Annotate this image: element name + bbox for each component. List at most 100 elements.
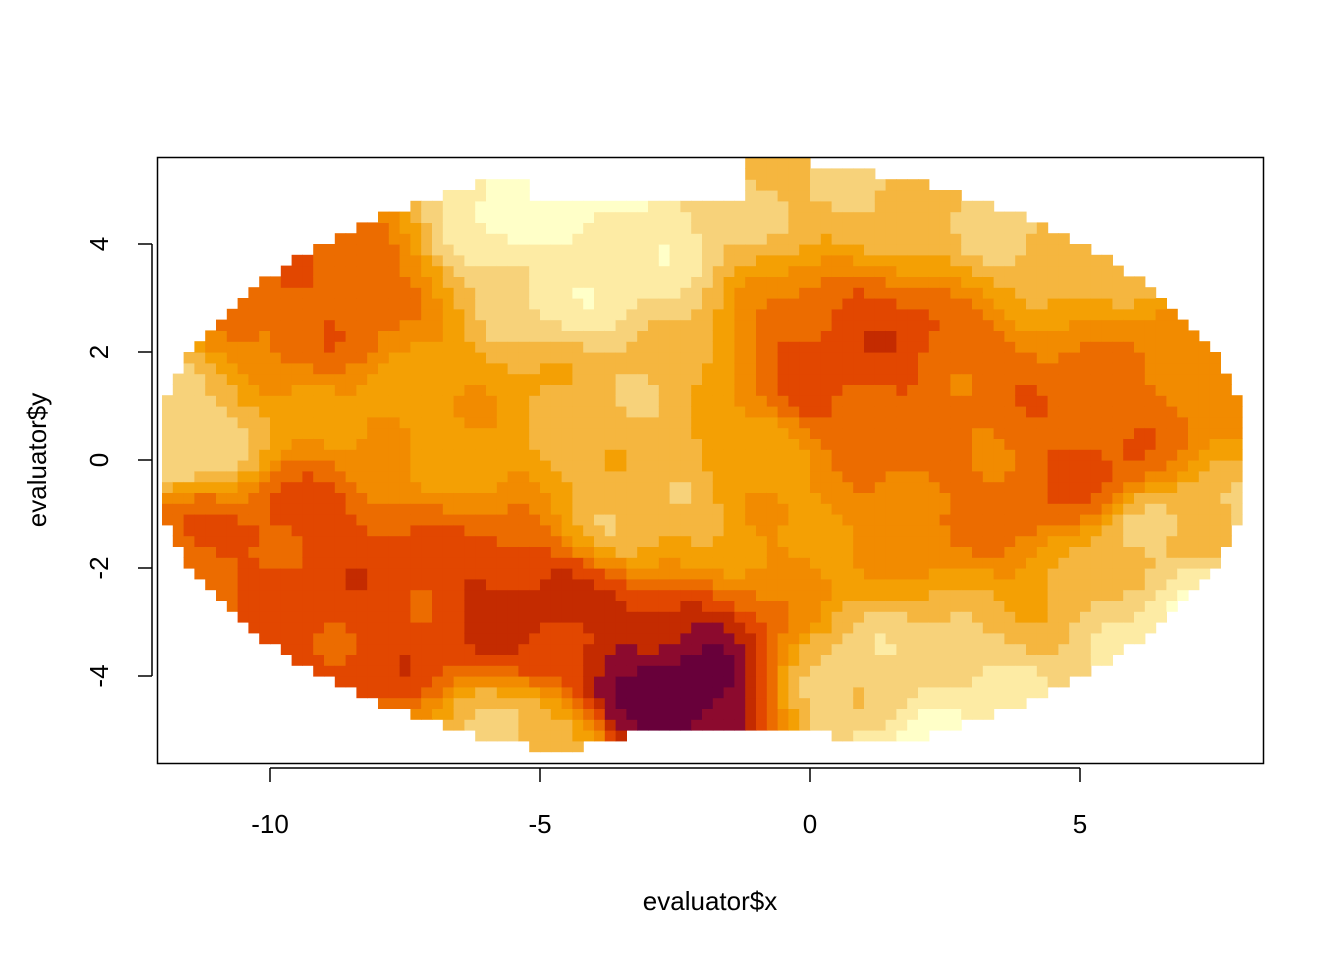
heatmap-cell — [1036, 319, 1049, 331]
heatmap-cell — [874, 460, 887, 472]
heatmap-cell — [669, 233, 681, 245]
heatmap-cell — [1069, 535, 1081, 547]
heatmap-cell — [961, 395, 973, 407]
heatmap-cell — [1004, 211, 1016, 223]
heatmap-cell — [399, 298, 411, 310]
heatmap-cell — [183, 492, 195, 504]
heatmap-cell — [788, 708, 800, 720]
heatmap-cell — [788, 352, 800, 364]
heatmap-cell — [1144, 298, 1157, 310]
heatmap-cell — [432, 546, 444, 558]
heatmap-cell — [324, 438, 336, 450]
heatmap-cell — [766, 449, 779, 461]
heatmap-cell — [496, 503, 509, 515]
heatmap-cell — [432, 600, 444, 612]
heatmap-cell — [766, 708, 779, 720]
heatmap-cell — [356, 503, 368, 515]
heatmap-cell — [680, 211, 692, 223]
heatmap-cell — [896, 373, 908, 385]
heatmap-cell — [734, 514, 746, 526]
heatmap-cell — [1177, 535, 1189, 547]
heatmap-cell — [831, 179, 843, 191]
heatmap-cell — [810, 589, 822, 601]
heatmap-cell — [475, 708, 487, 720]
heatmap-cell — [583, 686, 595, 699]
heatmap-cell — [507, 665, 519, 677]
heatmap-cell — [572, 481, 584, 493]
heatmap-cell — [745, 341, 757, 353]
heatmap-cell — [442, 460, 455, 472]
heatmap-cell — [324, 600, 336, 612]
heatmap-cell — [993, 384, 1005, 396]
heatmap-cell — [356, 330, 368, 342]
heatmap-cell — [486, 438, 498, 450]
heatmap-cell — [270, 546, 282, 558]
heatmap-cell — [907, 503, 919, 515]
heatmap-cell — [507, 330, 519, 342]
heatmap-cell — [1080, 611, 1092, 623]
heatmap-cell — [367, 341, 379, 353]
heatmap-cell — [896, 222, 908, 234]
heatmap-cell — [918, 319, 930, 331]
heatmap-cell — [799, 600, 811, 612]
heatmap-cell — [745, 568, 757, 580]
heatmap-cell — [1166, 362, 1178, 375]
heatmap-cell — [442, 514, 455, 526]
heatmap-cell — [810, 190, 822, 202]
heatmap-cell — [550, 557, 563, 569]
heatmap-cell — [1036, 384, 1049, 396]
heatmap-cell — [615, 470, 627, 483]
heatmap-cell — [572, 222, 584, 234]
heatmap-cell — [799, 222, 811, 234]
heatmap-cell — [680, 298, 692, 310]
heatmap-cell — [1209, 352, 1221, 364]
heatmap-cell — [691, 535, 703, 547]
heatmap-cell — [550, 643, 563, 655]
heatmap-cell — [842, 686, 854, 699]
heatmap-cell — [669, 708, 681, 720]
heatmap-cell — [583, 438, 595, 450]
heatmap-cell — [993, 352, 1005, 364]
heatmap-cell — [453, 341, 465, 353]
heatmap-cell — [1058, 427, 1070, 439]
heatmap-cell — [939, 222, 951, 234]
heatmap-cell — [864, 481, 876, 493]
heatmap-cell — [745, 546, 757, 558]
heatmap-cell — [540, 438, 552, 450]
heatmap-cell — [594, 643, 606, 655]
heatmap-cell — [993, 654, 1005, 666]
heatmap-cell — [853, 222, 865, 234]
heatmap-cell — [615, 697, 627, 709]
heatmap-cell — [1177, 557, 1189, 569]
heatmap-cell — [356, 514, 368, 526]
heatmap-cell — [1155, 427, 1167, 439]
heatmap-cell — [756, 719, 768, 731]
heatmap-cell — [766, 568, 779, 580]
heatmap-cell — [561, 622, 573, 634]
heatmap-cell — [788, 589, 800, 601]
heatmap-cell — [972, 233, 984, 245]
heatmap-cell — [766, 427, 779, 439]
heatmap-cell — [1069, 373, 1081, 385]
heatmap-cell — [399, 686, 411, 699]
heatmap-cell — [1123, 276, 1135, 288]
heatmap-cell — [334, 632, 347, 645]
heatmap-cell — [1069, 546, 1081, 558]
heatmap-cell — [831, 276, 843, 288]
heatmap-cell — [1004, 438, 1016, 450]
heatmap-cell — [421, 254, 433, 267]
heatmap-cell — [216, 449, 228, 461]
heatmap-cell — [540, 514, 552, 526]
heatmap-cell — [972, 654, 984, 666]
heatmap-cell — [604, 622, 617, 634]
heatmap-cell — [918, 460, 930, 472]
heatmap-cell — [831, 578, 843, 591]
heatmap-cell — [1090, 524, 1103, 537]
heatmap-cell — [248, 622, 260, 634]
heatmap-cell — [874, 276, 887, 288]
heatmap-cell — [259, 319, 271, 331]
heatmap-cell — [756, 622, 768, 634]
heatmap-cell — [1090, 643, 1103, 655]
heatmap-cell — [993, 287, 1005, 299]
heatmap-cell — [442, 697, 455, 709]
